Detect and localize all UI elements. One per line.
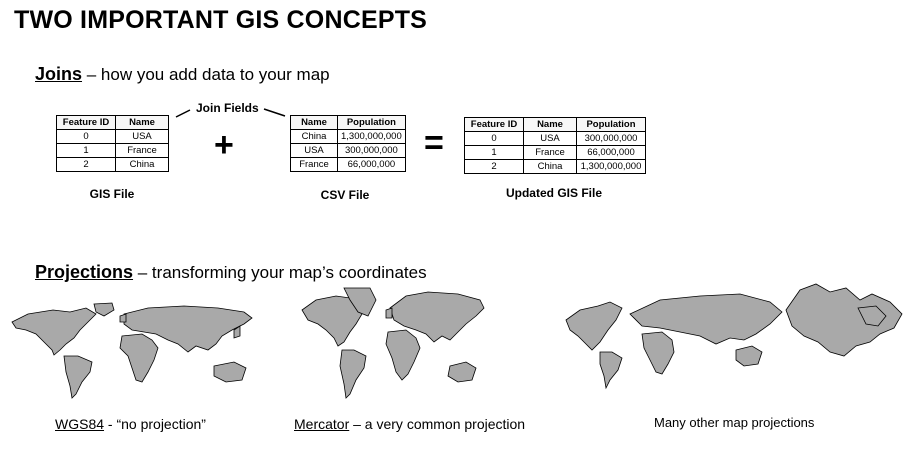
eurasia-shape: [123, 305, 253, 353]
joins-heading: Joins: [35, 64, 83, 84]
north-america-shape: [565, 301, 623, 351]
wgs84-name: WGS84: [55, 416, 105, 432]
connector-right-line: [263, 108, 286, 117]
interrupted-north-region-shape: [785, 283, 903, 357]
updated-gis-file-caption: Updated GIS File: [505, 186, 602, 200]
table-cell: 1,300,000,000: [337, 129, 406, 144]
table-cell: 1,300,000,000: [576, 159, 646, 174]
table-row: 1 France 66,000,000: [464, 145, 646, 160]
uk-shape: [385, 307, 393, 319]
wgs84-caption: WGS84 - “no projection”: [55, 416, 206, 432]
africa-shape: [385, 329, 421, 381]
page-title: TWO IMPORTANT GIS CONCEPTS: [14, 6, 428, 34]
csv-file-caption: CSV File: [320, 188, 370, 202]
table-cell: China: [523, 159, 577, 174]
gis-table: Feature ID Name 0 USA 1 France 2 China: [56, 115, 169, 172]
table-cell: 66,000,000: [337, 157, 406, 172]
csv-header-name: Name: [290, 115, 338, 130]
eurasia-shape: [389, 291, 485, 343]
australia-shape: [213, 361, 247, 383]
plus-sign: +: [214, 126, 234, 164]
projections-heading: Projections: [35, 262, 134, 282]
table-cell: 300,000,000: [337, 143, 406, 158]
updated-header-feature-id: Feature ID: [464, 117, 524, 132]
australia-shape: [735, 345, 763, 367]
updated-gis-table: Feature ID Name Population 0 USA 300,000…: [464, 117, 646, 174]
table-cell: 2: [56, 157, 116, 172]
table-cell: France: [523, 145, 577, 160]
south-america-shape: [599, 351, 623, 390]
table-cell: 0: [464, 131, 524, 146]
north-america-shape: [301, 291, 369, 347]
table-row: 2 China: [56, 157, 169, 172]
updated-header-name: Name: [523, 117, 577, 132]
mercator-description: – a very common projection: [349, 416, 526, 432]
table-cell: France: [115, 143, 169, 158]
joins-description: – how you add data to your map: [82, 65, 330, 84]
equals-sign: =: [424, 124, 444, 162]
table-row: USA 300,000,000: [290, 143, 406, 158]
uk-shape: [119, 313, 127, 323]
gis-file-caption: GIS File: [89, 187, 135, 201]
gis-header-name: Name: [115, 115, 169, 130]
table-cell: USA: [290, 143, 338, 158]
table-cell: France: [290, 157, 338, 172]
mercator-caption: Mercator – a very common projection: [294, 416, 525, 432]
australia-shape: [447, 361, 477, 383]
north-america-shape: [11, 307, 97, 356]
projections-heading-line: Projections – transforming your map’s co…: [35, 262, 427, 283]
japan-shape: [233, 325, 241, 339]
table-cell: 1: [56, 143, 116, 158]
join-fields-connector: [175, 108, 286, 118]
joins-heading-line: Joins – how you add data to your map: [35, 64, 330, 85]
wgs84-description: - “no projection”: [104, 416, 206, 432]
projections-description: – transforming your map’s coordinates: [133, 263, 427, 282]
interrupted-east-region-shape: [857, 305, 887, 327]
wgs84-world-map: [11, 302, 253, 399]
table-cell: 300,000,000: [576, 131, 646, 146]
csv-table: Name Population China 1,300,000,000 USA …: [290, 115, 406, 172]
greenland-shape: [93, 302, 115, 317]
mercator-name: Mercator: [294, 416, 350, 432]
table-cell: China: [115, 157, 169, 172]
africa-shape: [641, 331, 675, 375]
other-projections-caption: Many other map projections: [654, 415, 815, 430]
table-row: 2 China 1,300,000,000: [464, 159, 646, 174]
table-row: 1 France: [56, 143, 169, 158]
table-row: 0 USA 300,000,000: [464, 131, 646, 146]
south-america-shape: [339, 349, 367, 399]
table-row: France 66,000,000: [290, 157, 406, 172]
table-row: China 1,300,000,000: [290, 129, 406, 144]
table-row: 0 USA: [56, 129, 169, 144]
table-cell: 0: [56, 129, 116, 144]
mercator-world-map: [301, 287, 485, 399]
table-cell: 1: [464, 145, 524, 160]
join-fields-label: Join Fields: [196, 101, 259, 115]
connector-left-line: [175, 109, 191, 118]
csv-header-population: Population: [337, 115, 406, 130]
south-america-shape: [63, 355, 93, 399]
greenland-shape: [343, 287, 377, 317]
africa-shape: [119, 333, 159, 383]
eurasia-shape: [629, 293, 783, 345]
table-cell: 66,000,000: [576, 145, 646, 160]
updated-header-population: Population: [576, 117, 646, 132]
table-cell: China: [290, 129, 338, 144]
other-projection-world-map: [565, 283, 903, 390]
table-cell: USA: [115, 129, 169, 144]
table-cell: USA: [523, 131, 577, 146]
table-cell: 2: [464, 159, 524, 174]
gis-header-feature-id: Feature ID: [56, 115, 116, 130]
